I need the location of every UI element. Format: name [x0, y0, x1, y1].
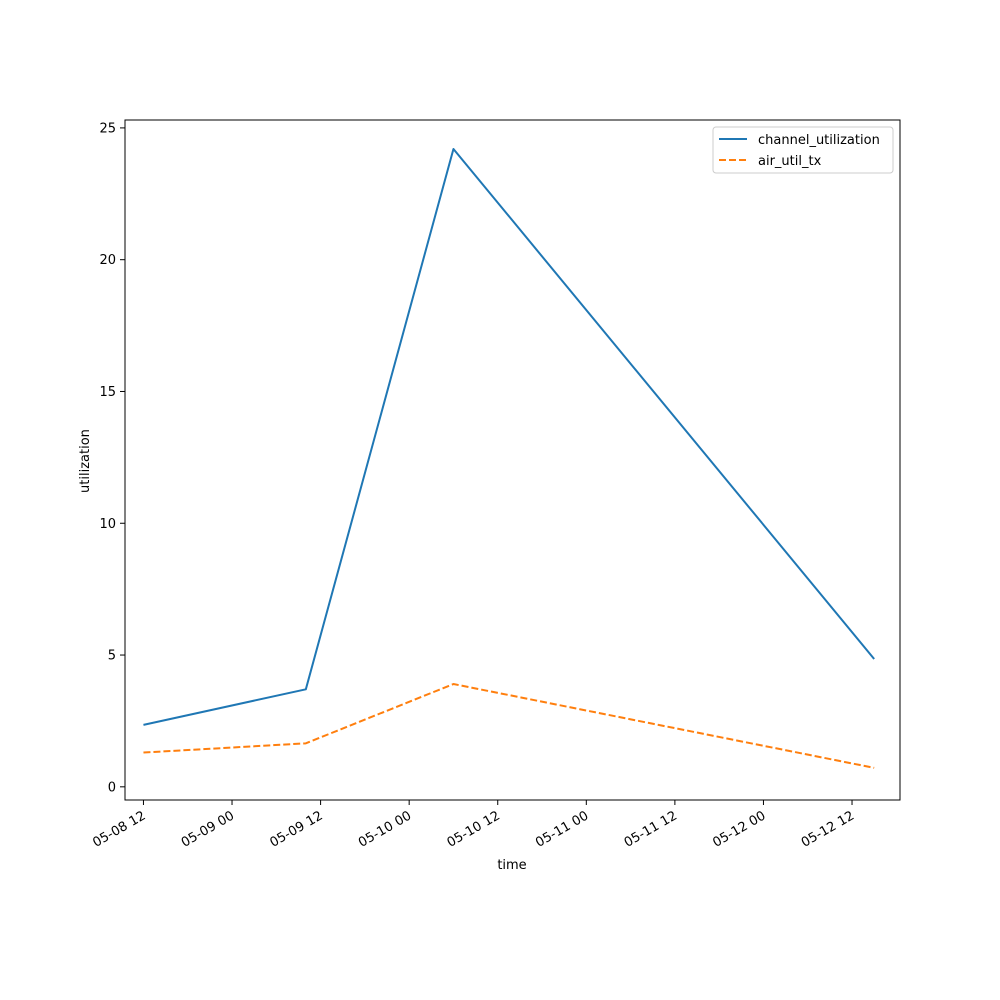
x-tick-label: 05-11 00 [533, 808, 591, 850]
legend: channel_utilization air_util_tx [712, 126, 894, 174]
y-axis-label: utilization [78, 429, 93, 493]
plot-area-frame [124, 119, 901, 801]
y-tick-label: 10 [99, 517, 116, 532]
y-tick-label: 20 [99, 253, 116, 268]
x-tick-label: 05-09 12 [267, 808, 325, 850]
series-lines [143, 147, 875, 769]
x-axis-label: time [497, 858, 526, 873]
series-line-channel-utilization [143, 147, 875, 726]
x-tick-label: 05-09 00 [179, 808, 237, 850]
x-tick-label: 05-11 12 [622, 808, 680, 850]
y-tick-label: 15 [99, 385, 116, 400]
x-tick-label: 05-12 12 [799, 808, 857, 850]
legend-label: air_util_tx [758, 154, 822, 169]
x-axis: 05-08 12 05-09 00 05-09 12 05-10 00 05-10 12… [90, 800, 857, 851]
x-tick-label: 05-10 12 [445, 808, 503, 850]
legend-label: channel_utilization [758, 133, 880, 148]
y-tick-label: 25 [99, 121, 116, 136]
series-line-air-util-tx [143, 683, 875, 769]
x-tick-label: 05-10 00 [356, 808, 414, 850]
legend-box [712, 126, 894, 174]
y-tick-label: 0 [108, 780, 116, 795]
x-tick-label: 05-12 00 [710, 808, 768, 850]
y-tick-label: 5 [108, 649, 116, 664]
x-tick-label: 05-08 12 [90, 808, 148, 850]
y-axis: 0 5 10 15 20 25 [99, 121, 125, 795]
